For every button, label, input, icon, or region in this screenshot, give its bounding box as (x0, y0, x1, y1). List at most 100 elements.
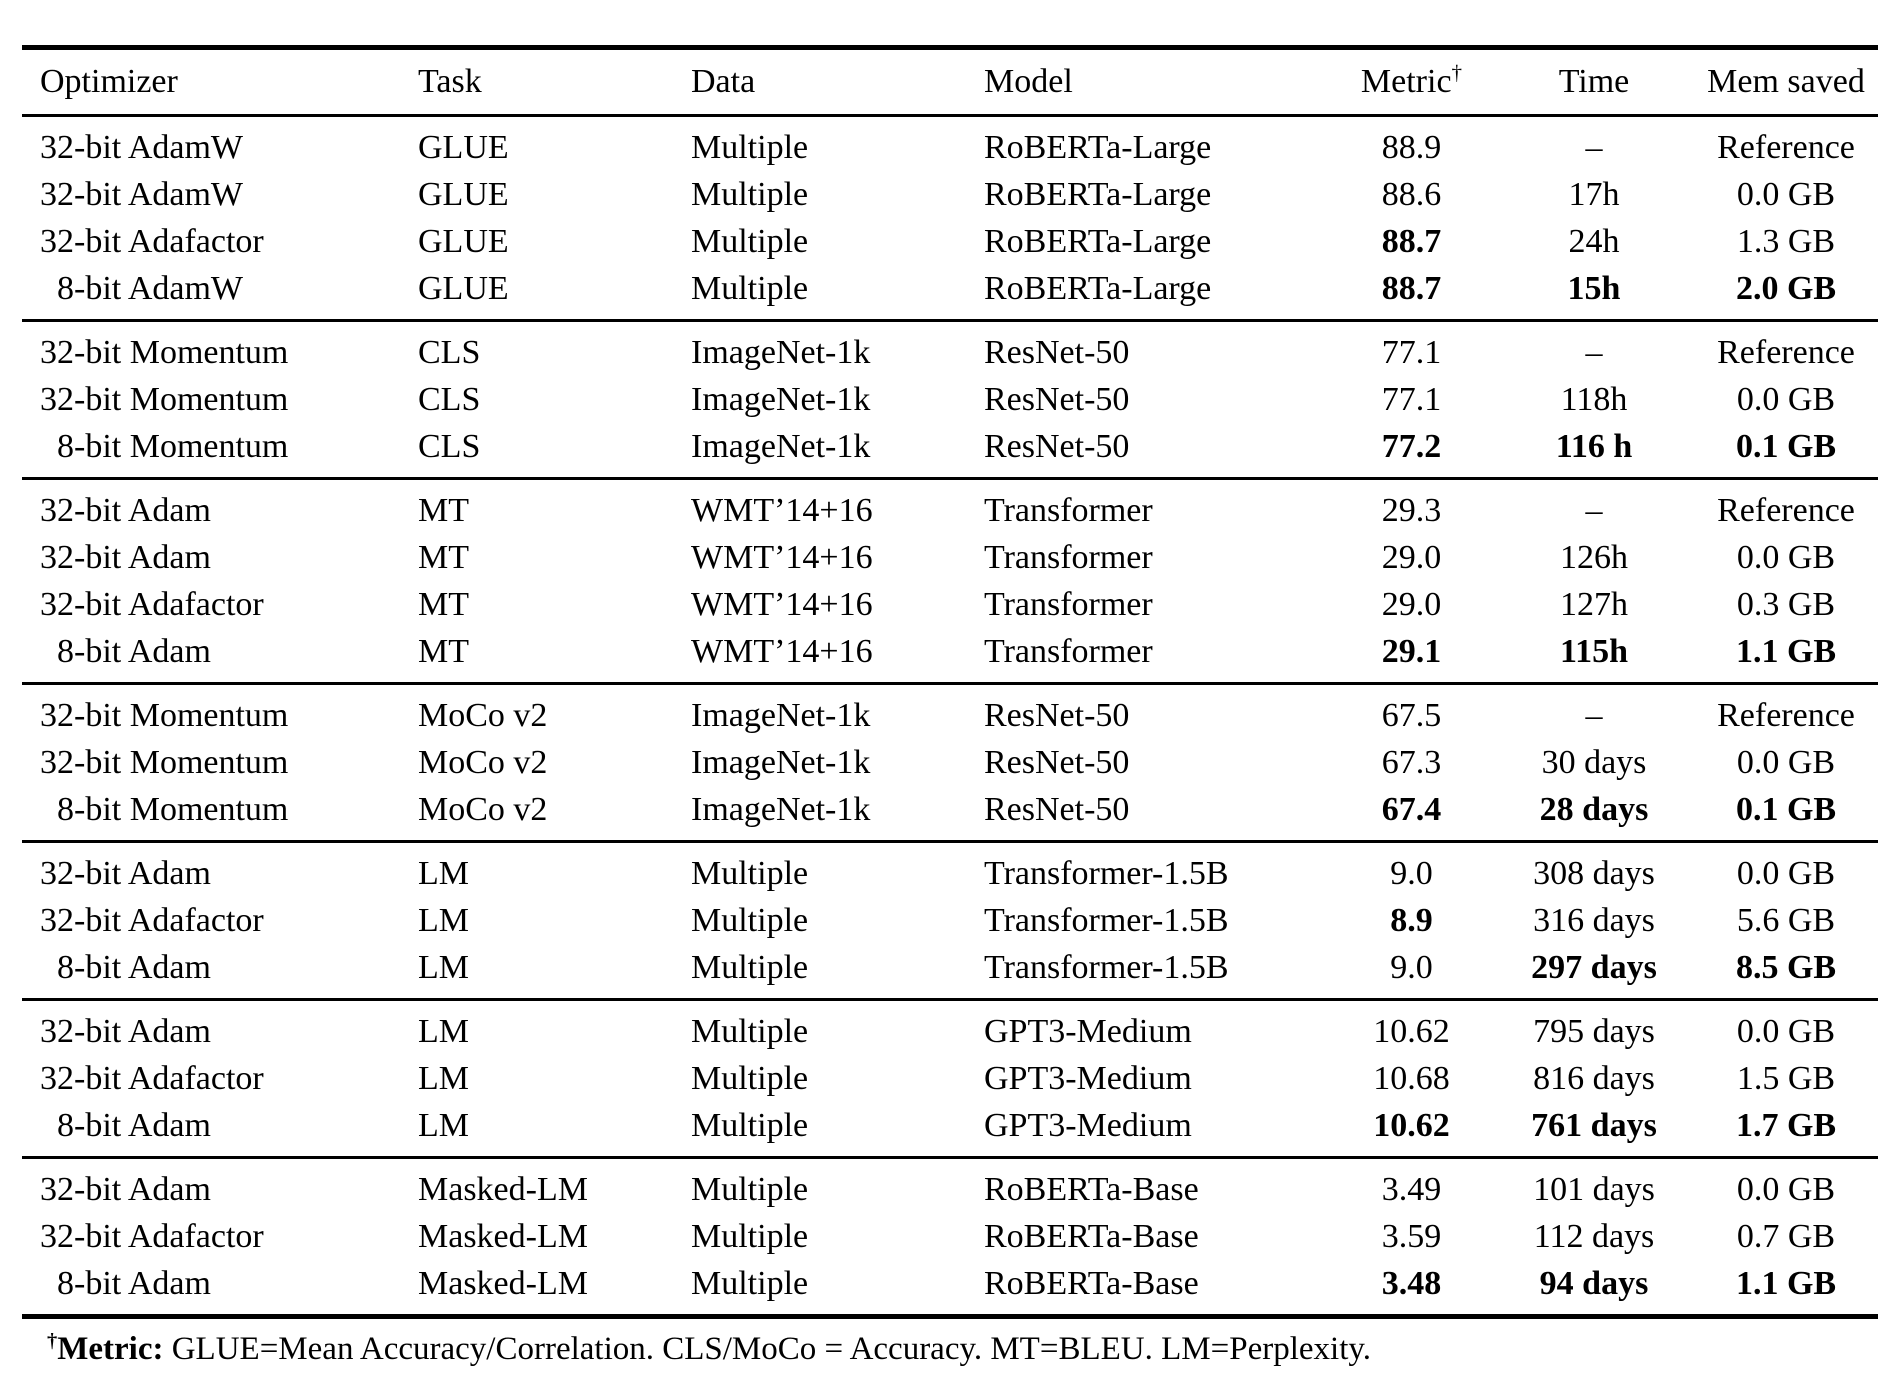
footnote-term: Metric: (57, 1331, 172, 1367)
table-row: 32-bit AdamW GLUE Multiple RoBERTa-Large 88.… (22, 116, 1878, 172)
cell-data: ImageNet-1k (691, 380, 871, 418)
cell-time: 101 days (1533, 1170, 1655, 1208)
cell-model: ResNet-50 (984, 333, 1130, 371)
optimizer-name: -bit Adafactor (74, 1217, 264, 1255)
cell-optimizer: 8-bit AdamW (22, 265, 400, 321)
optimizer-name: -bit Adam (74, 1170, 211, 1208)
table-row: 8-bit Adam MT WMT’14+16 Transformer 29.1 115h… (22, 628, 1878, 684)
cell-optimizer: 8-bit Adam (22, 628, 400, 684)
table-row: 8-bit Adam Masked-LM Multiple RoBERTa-Base 3… (22, 1260, 1878, 1317)
optimizer-name: -bit Adam (74, 1012, 211, 1050)
optimizer-name: -bit Momentum (74, 696, 289, 734)
optimizer-name: -bit Momentum (74, 427, 289, 465)
results-table-container: Optimizer Task Data Model Metric† Time Mem sav… (22, 45, 1878, 1367)
cell-time: 308 days (1533, 854, 1655, 892)
cell-optimizer: 32-bit Momentum (22, 684, 400, 740)
table-footnote: †Metric: GLUE=Mean Accuracy/Correlation.… (47, 1331, 1887, 1368)
cell-optimizer: 32-bit Adafactor (22, 897, 400, 944)
cell-task: LM (418, 1106, 469, 1144)
table-row: 32-bit Adafactor LM Multiple Transformer-1.… (22, 897, 1878, 944)
cell-model: RoBERTa-Base (984, 1264, 1199, 1302)
optimizer-bits: 8 (57, 1264, 74, 1302)
optimizer-bits: 32 (40, 175, 74, 213)
cell-time: 795 days (1533, 1012, 1655, 1050)
dagger-icon: † (47, 1330, 58, 1352)
cell-data: WMT’14+16 (691, 491, 873, 529)
optimizer-name: -bit Momentum (74, 743, 289, 781)
cell-time: 316 days (1533, 901, 1655, 939)
cell-mem: 0.0 GB (1736, 538, 1836, 576)
cell-task: LM (418, 948, 469, 986)
cell-mem: 0.0 GB (1736, 1012, 1836, 1050)
cell-mem: 0.0 GB (1736, 1170, 1836, 1208)
cell-mem: 0.0 GB (1736, 380, 1836, 418)
cell-mem: Reference (1717, 128, 1855, 166)
table-row: 32-bit Adam Masked-LM Multiple RoBERTa-Base… (22, 1158, 1878, 1214)
optimizer-bits: 32 (40, 380, 74, 418)
cell-optimizer: 32-bit Adam (22, 1000, 400, 1056)
cell-task: CLS (418, 380, 481, 418)
table-group: 32-bit AdamW GLUE Multiple RoBERTa-Large 88.… (22, 116, 1878, 321)
cell-optimizer: 32-bit Adafactor (22, 218, 400, 265)
table-row: 8-bit Adam LM Multiple GPT3-Medium 10.62 761 … (22, 1102, 1878, 1158)
cell-model: Transformer-1.5B (984, 854, 1229, 892)
cell-metric: 29.3 (1381, 491, 1442, 529)
cell-data: WMT’14+16 (691, 585, 873, 623)
cell-data: Multiple (691, 175, 809, 213)
column-header-label: Time (1558, 63, 1630, 100)
cell-mem: Reference (1717, 491, 1855, 529)
table-row: 32-bit Momentum MoCo v2 ImageNet-1k ResNet-… (22, 684, 1878, 740)
cell-model: Transformer (984, 538, 1153, 576)
table-group: 32-bit Adam Masked-LM Multiple RoBERTa-Base… (22, 1157, 1878, 1317)
cell-data: WMT’14+16 (691, 632, 873, 670)
cell-model: ResNet-50 (984, 427, 1130, 465)
cell-metric: 29.0 (1381, 585, 1442, 623)
table-row: 32-bit Adam MT WMT’14+16 Transformer 29.0 126… (22, 534, 1878, 581)
column-header-label: Model (984, 63, 1073, 100)
cell-task: MoCo v2 (418, 743, 548, 781)
cell-task: LM (418, 1012, 469, 1050)
cell-data: ImageNet-1k (691, 696, 871, 734)
cell-mem: 0.0 GB (1736, 854, 1836, 892)
cell-metric: 3.49 (1381, 1170, 1442, 1208)
optimizer-name: -bit AdamW (74, 269, 244, 307)
cell-time: – (1585, 696, 1603, 734)
table-row: 32-bit Adam LM Multiple Transformer-1.5B 9.0… (22, 842, 1878, 898)
cell-mem: Reference (1717, 333, 1855, 371)
cell-time: 116 h (1555, 427, 1633, 465)
optimizer-name: -bit Momentum (74, 333, 289, 371)
optimizer-bits: 8 (57, 427, 74, 465)
optimizer-name: -bit Adam (74, 632, 211, 670)
cell-optimizer: 32-bit Adam (22, 1158, 400, 1214)
column-header-task: Task (400, 47, 673, 117)
cell-time: 118h (1560, 380, 1628, 418)
cell-data: Multiple (691, 1170, 809, 1208)
cell-model: GPT3-Medium (984, 1059, 1192, 1097)
cell-task: LM (418, 901, 469, 939)
cell-model: ResNet-50 (984, 696, 1130, 734)
optimizer-bits: 8 (57, 632, 74, 670)
cell-data: Multiple (691, 222, 809, 260)
column-header-label: Mem saved (1707, 63, 1865, 100)
table-group: 32-bit Momentum MoCo v2 ImageNet-1k ResNet-… (22, 683, 1878, 842)
cell-optimizer: 8-bit Momentum (22, 786, 400, 842)
cell-model: RoBERTa-Large (984, 222, 1212, 260)
results-table: Optimizer Task Data Model Metric† Time Mem sav… (22, 45, 1878, 1319)
table-group: 32-bit Adam LM Multiple Transformer-1.5B 9.0… (22, 841, 1878, 1000)
footnote-text: GLUE=Mean Accuracy/Correlation. CLS/MoCo… (171, 1331, 1371, 1367)
table-row: 32-bit Momentum CLS ImageNet-1k ResNet-50 77… (22, 376, 1878, 423)
optimizer-name: -bit Adafactor (74, 901, 264, 939)
cell-metric: 67.3 (1381, 743, 1442, 781)
optimizer-bits: 32 (40, 222, 74, 260)
cell-task: LM (418, 854, 469, 892)
cell-task: Masked-LM (418, 1170, 588, 1208)
cell-mem: 1.5 GB (1736, 1059, 1836, 1097)
cell-metric: 88.7 (1381, 222, 1442, 260)
cell-model: RoBERTa-Large (984, 128, 1212, 166)
header-row: Optimizer Task Data Model Metric† Time Mem sav… (22, 47, 1878, 117)
cell-metric: 3.48 (1381, 1264, 1442, 1302)
optimizer-bits: 32 (40, 1059, 74, 1097)
cell-mem: Reference (1717, 696, 1855, 734)
cell-data: Multiple (691, 948, 809, 986)
optimizer-name: -bit Momentum (74, 790, 289, 828)
